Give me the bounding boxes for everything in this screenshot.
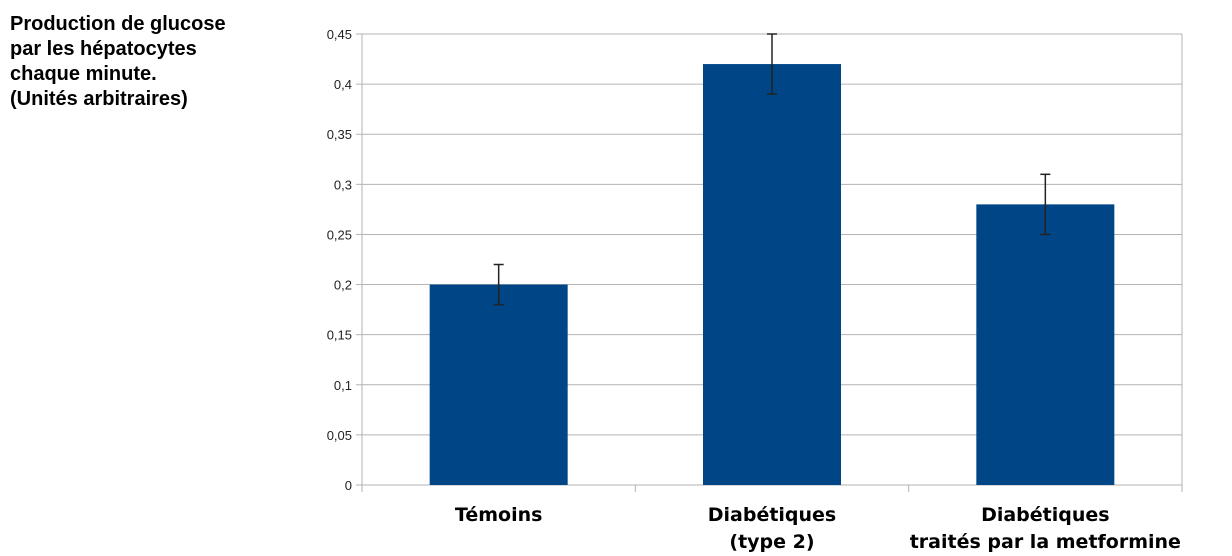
y-tick-label: 0,35 <box>327 127 352 142</box>
y-tick-label: 0,05 <box>327 428 352 443</box>
bar <box>703 64 841 486</box>
x-category-label: Diabétiques <box>981 504 1110 526</box>
x-category-label: Diabétiques <box>708 504 837 526</box>
bar <box>976 204 1115 485</box>
x-category-label: Témoins <box>455 504 543 526</box>
y-tick-label: 0,2 <box>334 278 352 293</box>
y-tick-label: 0,25 <box>327 227 352 242</box>
y-axis-label-line-3: chaque minute. <box>10 63 157 85</box>
x-category-label: (type 2) <box>729 531 814 553</box>
y-axis-label-line-1: Production de glucose <box>10 13 226 35</box>
y-tick-label: 0 <box>345 478 352 493</box>
y-tick-label: 0,1 <box>334 378 352 393</box>
y-axis-label: Production de glucose par les hépatocyte… <box>10 12 226 112</box>
y-axis-label-line-4: (Unités arbitraires) <box>10 88 188 110</box>
y-axis-label-line-2: par les hépatocytes <box>10 38 197 60</box>
x-category-label: traités par la metformine <box>910 531 1181 553</box>
y-tick-label: 0,45 <box>327 27 352 42</box>
y-tick-label: 0,3 <box>334 177 352 192</box>
y-tick-label: 0,15 <box>327 328 352 343</box>
bar <box>429 284 568 485</box>
y-tick-label: 0,4 <box>334 77 352 92</box>
